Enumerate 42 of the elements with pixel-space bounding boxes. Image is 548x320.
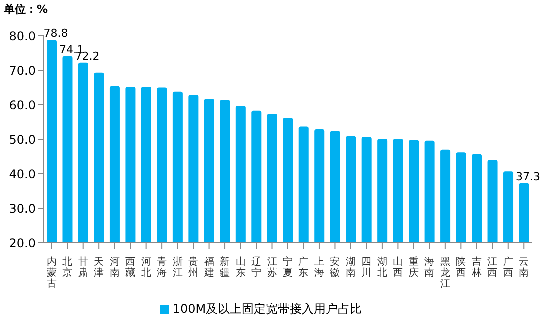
x-tick-label: 西藏 xyxy=(126,257,136,279)
x-tick-label: 吉林 xyxy=(470,256,482,279)
x-tick-label: 新疆 xyxy=(220,256,230,279)
x-tick-label: 广西 xyxy=(503,256,514,279)
y-tick-label: 70.0 xyxy=(9,64,36,78)
x-tick-label: 重庆 xyxy=(408,256,419,279)
data-label: 37.3 xyxy=(516,170,541,184)
y-axis-title: 单位：% xyxy=(4,2,48,17)
legend-label: 100M及以上固定宽带接入用户占比 xyxy=(172,302,362,316)
x-tick-label: 浙江 xyxy=(172,256,183,279)
x-tick-label: 河北 xyxy=(141,256,152,279)
y-tick-label: 20.0 xyxy=(9,236,36,250)
y-tick-label: 60.0 xyxy=(9,98,36,112)
x-tick-label: 内蒙古 xyxy=(46,256,57,290)
x-tick-label: 福建 xyxy=(203,256,214,279)
x-tick-label: 江苏 xyxy=(267,256,278,279)
x-tick-label: 山西 xyxy=(393,256,404,279)
y-tick-label: 30.0 xyxy=(9,202,36,216)
x-tick-label: 北京 xyxy=(62,256,73,279)
x-tick-label: 宁夏 xyxy=(283,256,293,279)
x-tick-label: 青海 xyxy=(157,256,168,279)
y-tick-label: 50.0 xyxy=(9,132,36,147)
x-tick-label: 黑龙江 xyxy=(440,257,450,290)
x-tick-label: 四川 xyxy=(362,257,372,279)
x-tick-label: 海南 xyxy=(424,256,435,279)
x-tick-label: 江西 xyxy=(488,256,498,279)
x-tick-label: 天津 xyxy=(94,257,104,279)
data-label: 78.8 xyxy=(44,27,68,40)
x-tick-label: 广东 xyxy=(298,256,309,279)
x-tick-label: 陕西 xyxy=(456,256,466,279)
x-tick-label: 安徽 xyxy=(330,256,340,279)
y-tick-label: 40.0 xyxy=(9,167,36,182)
y-tick-label: 80.0 xyxy=(9,29,36,44)
x-tick-label: 甘肃 xyxy=(78,256,88,279)
x-tick-label: 湖北 xyxy=(377,256,388,279)
x-tick-label: 上海 xyxy=(314,256,324,279)
x-tick-label: 辽宁 xyxy=(252,256,262,279)
x-tick-label: 云南 xyxy=(519,257,530,279)
x-tick-label: 贵州 xyxy=(188,256,199,279)
x-tick-label: 河南 xyxy=(110,256,120,279)
x-tick-label: 湖南 xyxy=(346,256,356,279)
x-tick-label: 山东 xyxy=(236,256,246,279)
